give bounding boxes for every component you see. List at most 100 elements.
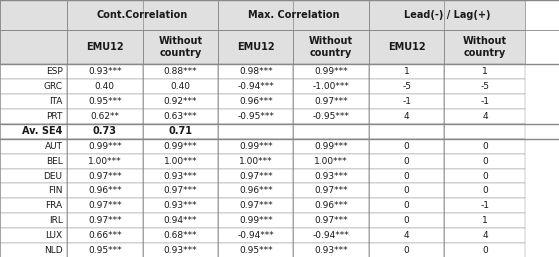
Text: -5: -5 bbox=[480, 82, 490, 91]
Text: GRC: GRC bbox=[44, 82, 63, 91]
Bar bbox=[143, 243, 218, 257]
Bar bbox=[218, 30, 293, 64]
Text: 0.40: 0.40 bbox=[170, 82, 190, 91]
Bar bbox=[293, 124, 369, 139]
Bar bbox=[218, 213, 293, 228]
Text: 0.95***: 0.95*** bbox=[239, 246, 273, 255]
Text: 4: 4 bbox=[404, 231, 410, 240]
Text: 1: 1 bbox=[482, 67, 488, 76]
Bar bbox=[67, 94, 143, 109]
Bar bbox=[218, 94, 293, 109]
Bar bbox=[293, 183, 369, 198]
Bar bbox=[444, 94, 525, 109]
Bar bbox=[293, 169, 369, 183]
Text: EMU12: EMU12 bbox=[237, 42, 274, 52]
Text: 0.99***: 0.99*** bbox=[314, 67, 348, 76]
Bar bbox=[67, 228, 143, 243]
Text: 0: 0 bbox=[482, 171, 488, 181]
Text: -1: -1 bbox=[480, 201, 490, 210]
Bar bbox=[143, 94, 218, 109]
Text: -5: -5 bbox=[402, 82, 411, 91]
Bar bbox=[0, 169, 67, 183]
Text: EMU12: EMU12 bbox=[86, 42, 124, 52]
Bar bbox=[369, 64, 444, 79]
Bar bbox=[143, 109, 218, 124]
Bar bbox=[444, 198, 525, 213]
Bar bbox=[444, 139, 525, 154]
Bar bbox=[143, 30, 218, 64]
Bar bbox=[143, 183, 218, 198]
Text: 0.97***: 0.97*** bbox=[314, 186, 348, 196]
Bar bbox=[67, 109, 143, 124]
Bar bbox=[293, 243, 369, 257]
Bar bbox=[67, 213, 143, 228]
Bar bbox=[369, 79, 444, 94]
Bar bbox=[293, 213, 369, 228]
Text: 0.97***: 0.97*** bbox=[88, 171, 122, 181]
Bar bbox=[293, 198, 369, 213]
Bar bbox=[0, 79, 67, 94]
Text: 0.96***: 0.96*** bbox=[239, 186, 273, 196]
Bar bbox=[444, 213, 525, 228]
Text: 0.62**: 0.62** bbox=[91, 112, 119, 121]
Bar bbox=[67, 154, 143, 169]
Text: 1: 1 bbox=[404, 67, 410, 76]
Text: 0.97***: 0.97*** bbox=[88, 201, 122, 210]
Bar bbox=[143, 139, 218, 154]
Bar bbox=[293, 228, 369, 243]
Bar bbox=[67, 139, 143, 154]
Bar bbox=[293, 94, 369, 109]
Bar bbox=[293, 30, 369, 64]
Text: AUT: AUT bbox=[45, 142, 63, 151]
Text: ITA: ITA bbox=[49, 97, 63, 106]
Bar bbox=[444, 228, 525, 243]
Bar bbox=[444, 124, 525, 139]
Text: 0.97***: 0.97*** bbox=[163, 186, 197, 196]
Text: Cont.Correlation: Cont.Correlation bbox=[97, 10, 188, 20]
Text: DEU: DEU bbox=[44, 171, 63, 181]
Bar bbox=[218, 124, 293, 139]
Text: 0: 0 bbox=[404, 157, 410, 166]
Bar bbox=[369, 109, 444, 124]
Bar bbox=[369, 183, 444, 198]
Bar bbox=[369, 213, 444, 228]
Bar bbox=[0, 64, 67, 79]
Bar bbox=[143, 198, 218, 213]
Text: IRL: IRL bbox=[49, 216, 63, 225]
Bar bbox=[0, 213, 67, 228]
Text: 0: 0 bbox=[404, 246, 410, 255]
Text: 0.97***: 0.97*** bbox=[314, 97, 348, 106]
Bar bbox=[0, 0, 67, 30]
Text: PRT: PRT bbox=[46, 112, 63, 121]
Bar bbox=[218, 0, 369, 30]
Text: 0.99***: 0.99*** bbox=[88, 142, 122, 151]
Text: 0.99***: 0.99*** bbox=[314, 142, 348, 151]
Text: 0: 0 bbox=[404, 171, 410, 181]
Bar bbox=[218, 228, 293, 243]
Text: 0.66***: 0.66*** bbox=[88, 231, 122, 240]
Text: 0.68***: 0.68*** bbox=[163, 231, 197, 240]
Text: 0.71: 0.71 bbox=[168, 126, 192, 136]
Text: 0: 0 bbox=[482, 142, 488, 151]
Text: 0: 0 bbox=[404, 201, 410, 210]
Bar bbox=[0, 183, 67, 198]
Text: 0.96***: 0.96*** bbox=[314, 201, 348, 210]
Bar bbox=[218, 243, 293, 257]
Text: 0: 0 bbox=[404, 186, 410, 196]
Bar bbox=[293, 64, 369, 79]
Text: 0.99***: 0.99*** bbox=[239, 142, 273, 151]
Bar bbox=[218, 64, 293, 79]
Text: 0.97***: 0.97*** bbox=[239, 201, 273, 210]
Text: -0.94***: -0.94*** bbox=[313, 231, 349, 240]
Text: 4: 4 bbox=[482, 231, 488, 240]
Bar bbox=[369, 30, 444, 64]
Text: Lead(-) / Lag(+): Lead(-) / Lag(+) bbox=[404, 10, 490, 20]
Text: 0.94***: 0.94*** bbox=[164, 216, 197, 225]
Bar bbox=[369, 124, 444, 139]
Text: Without
country: Without country bbox=[309, 36, 353, 58]
Bar bbox=[293, 79, 369, 94]
Text: -0.95***: -0.95*** bbox=[313, 112, 349, 121]
Bar bbox=[444, 154, 525, 169]
Bar bbox=[0, 109, 67, 124]
Text: Max. Correlation: Max. Correlation bbox=[248, 10, 339, 20]
